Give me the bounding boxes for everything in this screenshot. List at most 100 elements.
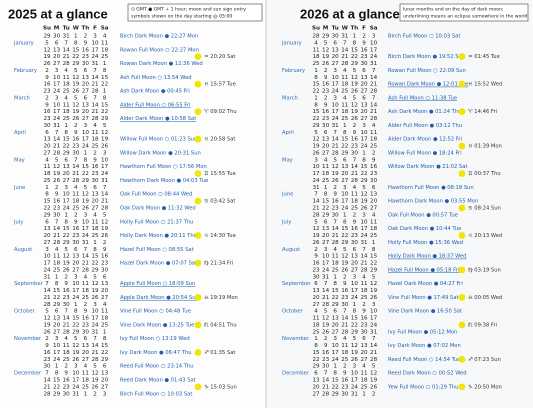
day-number: 15: [312, 350, 320, 356]
day-number: 25: [351, 206, 359, 212]
day-number: 24: [341, 206, 349, 212]
day-number: 26: [82, 206, 90, 212]
moon-event: Hawthorn Dark Moon ● 03:55 Mon: [388, 199, 478, 205]
year-page: 2025 at a glance ⊙ GMT ● GMT + 1 hour; mo…: [8, 3, 263, 397]
day-number: 29: [53, 302, 61, 308]
day-number: 2: [45, 336, 49, 342]
day-number: 25: [82, 295, 90, 301]
month-label: July: [281, 219, 291, 225]
day-number: 29: [322, 212, 330, 218]
day-number: 21: [82, 261, 90, 267]
day-number: 2: [324, 68, 328, 74]
day-number: 14: [332, 226, 340, 232]
day-number: 21: [312, 206, 320, 212]
moon-event: Holly Full Moon ○ 21:37 Thu: [120, 219, 193, 225]
day-number: 1: [353, 302, 357, 308]
day-number: 4: [333, 247, 337, 253]
sun-sign-dot: [458, 266, 466, 274]
day-number: 29: [322, 34, 330, 40]
day-number: 28: [360, 267, 368, 273]
day-number: 22: [53, 295, 60, 301]
day-number: 2: [333, 185, 337, 191]
moon-event: Holly Dark Moon ● 20:11 Thu: [120, 233, 197, 239]
sun-sign-dot: [194, 108, 202, 116]
moon-event: Willow Dark Moon ● 20:31 Sun: [120, 150, 201, 156]
day-number: 6: [84, 95, 88, 101]
sun-sign-entry: ♓ 15:52 Wed: [468, 82, 502, 88]
day-number: 28: [53, 150, 61, 156]
day-number: 31: [43, 274, 51, 280]
day-number: 8: [45, 192, 49, 198]
day-number: 25: [43, 178, 51, 184]
day-number: 11: [63, 75, 71, 81]
day-number: 12: [72, 102, 79, 108]
day-number: 21: [332, 233, 340, 239]
sun-sign-entry: ♍ 21:34 Fri: [204, 261, 233, 267]
day-number: 10: [332, 102, 340, 108]
day-number: 23: [43, 116, 51, 122]
day-number: 11: [312, 316, 320, 322]
day-number: 19: [72, 82, 80, 88]
month-label: November: [14, 336, 42, 342]
day-number: 19: [53, 171, 61, 177]
day-number: 17: [53, 109, 61, 115]
day-number: 16: [91, 164, 99, 170]
day-number: 9: [314, 254, 318, 260]
day-number: 11: [72, 192, 80, 198]
day-number: 28: [351, 178, 359, 184]
day-number: 8: [103, 68, 107, 74]
day-number: 20: [360, 82, 368, 88]
day-number: 16: [341, 378, 349, 384]
day-number: 1: [314, 336, 318, 342]
day-number: 1: [84, 150, 88, 156]
day-number: 31: [91, 61, 99, 67]
day-number: 24: [370, 54, 378, 60]
day-number: 30: [322, 123, 330, 129]
day-number: 6: [74, 247, 78, 253]
day-number: 7: [55, 219, 59, 225]
day-number: 19: [370, 288, 378, 294]
day-number: 18: [312, 54, 320, 60]
day-number: 28: [43, 391, 51, 397]
day-number: 14: [91, 343, 99, 349]
day-number: 3: [93, 34, 97, 40]
moon-event: Hazel Full Moon ○ 08:55 Sat: [120, 247, 194, 253]
moon-event: Rowan Dark Moon ● 12:01 Tue: [388, 82, 468, 88]
day-number: 2: [55, 185, 59, 191]
day-number: 5: [45, 309, 49, 315]
day-number: 7: [314, 192, 318, 198]
day-number: 18: [370, 226, 378, 232]
day-number: 20: [341, 171, 349, 177]
day-number: 11: [82, 371, 90, 377]
day-number: 11: [63, 343, 71, 349]
day-number: 18: [63, 350, 71, 356]
day-number: 1: [55, 274, 59, 280]
sun-sign-dot: [194, 53, 202, 61]
day-number: 21: [322, 295, 330, 301]
day-number: 20: [82, 109, 90, 115]
day-number: 31: [322, 274, 330, 280]
day-number: 24: [351, 384, 359, 390]
day-number: 3: [55, 95, 59, 101]
day-number: 16: [82, 316, 90, 322]
day-number: 3: [372, 302, 376, 308]
day-number: 4: [343, 336, 347, 342]
day-number: 24: [351, 295, 359, 301]
day-number: 15: [72, 316, 80, 322]
day-number: 22: [101, 109, 108, 115]
day-number: 21: [91, 109, 99, 115]
day-number: 27: [82, 357, 90, 363]
day-number: 8: [103, 95, 107, 101]
day-number: 9: [84, 40, 88, 46]
day-number: 9: [362, 40, 366, 46]
day-number: 19: [322, 322, 330, 328]
day-number: 13: [101, 371, 109, 377]
day-number: 18: [341, 350, 349, 356]
day-number: 14: [370, 102, 378, 108]
day-number: 16: [370, 164, 378, 170]
day-number: 17: [82, 226, 90, 232]
day-number: 27: [53, 329, 61, 335]
day-number: 3: [103, 391, 107, 397]
day-number: 8: [314, 75, 318, 81]
